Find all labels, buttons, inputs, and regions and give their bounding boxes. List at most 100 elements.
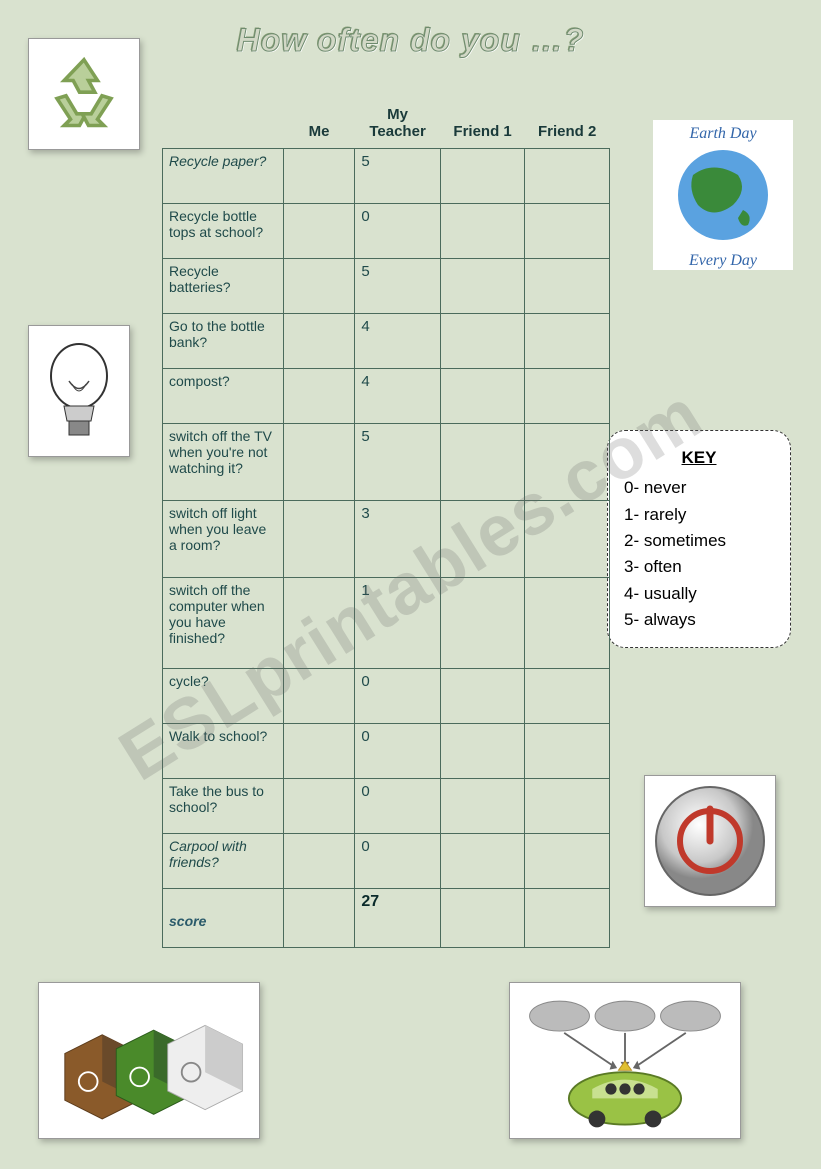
table-row: compost? 4: [163, 369, 610, 424]
lightbulb-icon: [28, 325, 130, 457]
score-f1-cell[interactable]: [440, 889, 525, 948]
f1-cell[interactable]: [440, 149, 525, 204]
f2-cell[interactable]: [525, 779, 610, 834]
page-title: How often do you …?: [237, 22, 585, 59]
me-cell[interactable]: [283, 259, 355, 314]
teacher-cell: 0: [355, 834, 440, 889]
f2-cell[interactable]: [525, 669, 610, 724]
table-row: Go to the bottle bank? 4: [163, 314, 610, 369]
me-cell[interactable]: [283, 369, 355, 424]
f2-cell[interactable]: [525, 834, 610, 889]
f1-cell[interactable]: [440, 578, 525, 669]
me-cell[interactable]: [283, 501, 355, 578]
svg-text:Every Day: Every Day: [688, 252, 758, 269]
carpool-icon: [509, 982, 741, 1139]
f2-cell[interactable]: [525, 149, 610, 204]
table-row: Walk to school? 0: [163, 724, 610, 779]
f2-cell[interactable]: [525, 259, 610, 314]
teacher-cell: 0: [355, 724, 440, 779]
f2-cell[interactable]: [525, 424, 610, 501]
me-cell[interactable]: [283, 669, 355, 724]
me-cell[interactable]: [283, 204, 355, 259]
f1-cell[interactable]: [440, 424, 525, 501]
score-label-cell: score: [163, 889, 284, 948]
survey-table: Me My Teacher Friend 1 Friend 2 Recycle …: [162, 100, 610, 948]
power-button-icon: [644, 775, 776, 907]
question-cell: Take the bus to school?: [163, 779, 284, 834]
f1-cell[interactable]: [440, 779, 525, 834]
table-header-row: Me My Teacher Friend 1 Friend 2: [163, 100, 610, 149]
question-cell: switch off the computer when you have fi…: [163, 578, 284, 669]
f2-cell[interactable]: [525, 369, 610, 424]
table-row: Recycle paper? 5: [163, 149, 610, 204]
f1-cell[interactable]: [440, 669, 525, 724]
f1-cell[interactable]: [440, 369, 525, 424]
me-cell[interactable]: [283, 724, 355, 779]
f1-cell[interactable]: [440, 204, 525, 259]
f2-cell[interactable]: [525, 578, 610, 669]
recycle-icon: [28, 38, 140, 150]
f2-cell[interactable]: [525, 724, 610, 779]
svg-text:Earth Day: Earth Day: [688, 125, 757, 142]
question-cell: Recycle batteries?: [163, 259, 284, 314]
col-friend2: Friend 2: [525, 100, 610, 149]
f2-cell[interactable]: [525, 501, 610, 578]
table-row: switch off the TV when you're not watchi…: [163, 424, 610, 501]
table-row: Take the bus to school?0: [163, 779, 610, 834]
teacher-cell: 5: [355, 149, 440, 204]
question-cell: Go to the bottle bank?: [163, 314, 284, 369]
f1-cell[interactable]: [440, 314, 525, 369]
key-item: 0- never: [624, 475, 774, 501]
teacher-cell: 0: [355, 669, 440, 724]
score-me-cell[interactable]: [283, 889, 355, 948]
me-cell[interactable]: [283, 834, 355, 889]
f2-cell[interactable]: [525, 314, 610, 369]
f1-cell[interactable]: [440, 259, 525, 314]
key-item: 3- often: [624, 554, 774, 580]
col-blank: [163, 100, 284, 149]
score-teacher-cell: 27: [355, 889, 440, 948]
teacher-cell: 4: [355, 314, 440, 369]
me-cell[interactable]: [283, 578, 355, 669]
table-row: Recycle batteries? 5: [163, 259, 610, 314]
table-row: Carpool with friends? 0: [163, 834, 610, 889]
question-cell: compost?: [163, 369, 284, 424]
score-row: score 27: [163, 889, 610, 948]
question-cell: switch off light when you leave a room?: [163, 501, 284, 578]
teacher-cell: 0: [355, 204, 440, 259]
me-cell[interactable]: [283, 779, 355, 834]
key-item: 5- always: [624, 607, 774, 633]
f1-cell[interactable]: [440, 834, 525, 889]
key-item: 1- rarely: [624, 502, 774, 528]
question-cell: Walk to school?: [163, 724, 284, 779]
teacher-cell: 5: [355, 424, 440, 501]
earth-day-icon: Earth Day Every Day: [653, 120, 793, 270]
teacher-cell: 5: [355, 259, 440, 314]
key-item: 2- sometimes: [624, 528, 774, 554]
col-me: Me: [283, 100, 355, 149]
f1-cell[interactable]: [440, 724, 525, 779]
recycling-bins-icon: [38, 982, 260, 1139]
key-title: KEY: [624, 445, 774, 471]
me-cell[interactable]: [283, 424, 355, 501]
score-f2-cell[interactable]: [525, 889, 610, 948]
key-legend: KEY 0- never 1- rarely 2- sometimes 3- o…: [607, 430, 791, 648]
question-cell: cycle?: [163, 669, 284, 724]
key-item: 4- usually: [624, 581, 774, 607]
me-cell[interactable]: [283, 314, 355, 369]
teacher-cell: 1: [355, 578, 440, 669]
table-row: switch off light when you leave a room? 3: [163, 501, 610, 578]
table-row: Recycle bottle tops at school? 0: [163, 204, 610, 259]
col-friend1: Friend 1: [440, 100, 525, 149]
teacher-cell: 4: [355, 369, 440, 424]
question-cell: Carpool with friends?: [163, 834, 284, 889]
question-cell: Recycle paper?: [163, 149, 284, 204]
f1-cell[interactable]: [440, 501, 525, 578]
question-cell: switch off the TV when you're not watchi…: [163, 424, 284, 501]
col-teacher: My Teacher: [355, 100, 440, 149]
question-cell: Recycle bottle tops at school?: [163, 204, 284, 259]
table-row: switch off the computer when you have fi…: [163, 578, 610, 669]
me-cell[interactable]: [283, 149, 355, 204]
f2-cell[interactable]: [525, 204, 610, 259]
teacher-cell: 3: [355, 501, 440, 578]
